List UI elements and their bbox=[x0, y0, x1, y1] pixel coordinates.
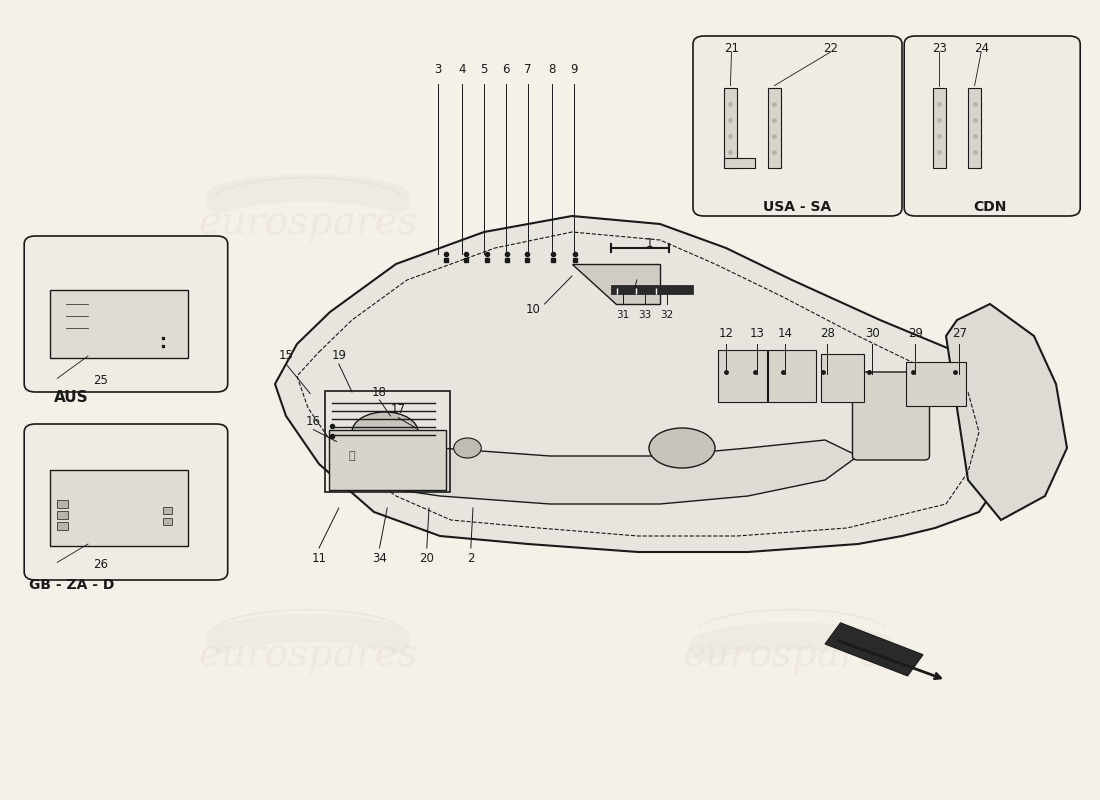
Text: CDN: CDN bbox=[974, 200, 1006, 214]
Bar bbox=[724, 158, 755, 168]
Bar bbox=[163, 518, 172, 525]
FancyBboxPatch shape bbox=[821, 354, 864, 402]
Text: 33: 33 bbox=[638, 310, 651, 319]
Text: 🐎: 🐎 bbox=[349, 451, 355, 461]
Text: 1: 1 bbox=[646, 237, 652, 250]
Text: 23: 23 bbox=[932, 42, 947, 54]
FancyBboxPatch shape bbox=[768, 350, 816, 402]
Text: 15: 15 bbox=[278, 350, 294, 362]
Text: 9: 9 bbox=[571, 63, 578, 76]
Text: 8: 8 bbox=[549, 63, 556, 76]
Bar bbox=[57, 500, 68, 508]
Text: 29: 29 bbox=[908, 327, 923, 340]
Text: 3: 3 bbox=[434, 63, 441, 76]
Text: 18: 18 bbox=[372, 386, 387, 398]
Polygon shape bbox=[275, 216, 1023, 552]
Text: 5: 5 bbox=[481, 63, 487, 76]
Text: 20: 20 bbox=[419, 552, 435, 565]
Bar bbox=[163, 507, 172, 514]
Text: 27: 27 bbox=[952, 327, 967, 340]
Text: 32: 32 bbox=[660, 310, 673, 319]
Text: 25: 25 bbox=[94, 374, 109, 386]
Bar bbox=[57, 511, 68, 519]
Bar bbox=[724, 88, 737, 168]
Text: 16: 16 bbox=[306, 415, 321, 428]
Text: USA - SA: USA - SA bbox=[763, 200, 832, 214]
Text: 10: 10 bbox=[526, 303, 541, 316]
Text: 24: 24 bbox=[974, 42, 989, 54]
Text: 13: 13 bbox=[749, 327, 764, 340]
Polygon shape bbox=[572, 264, 660, 304]
Polygon shape bbox=[946, 304, 1067, 520]
Bar bbox=[768, 88, 781, 168]
FancyBboxPatch shape bbox=[24, 236, 228, 392]
FancyBboxPatch shape bbox=[50, 290, 188, 358]
Text: 19: 19 bbox=[331, 350, 346, 362]
Text: 30: 30 bbox=[865, 327, 880, 340]
Ellipse shape bbox=[649, 428, 715, 468]
Text: eurospares: eurospares bbox=[198, 206, 418, 242]
FancyBboxPatch shape bbox=[24, 424, 228, 580]
Polygon shape bbox=[330, 440, 858, 504]
Ellipse shape bbox=[453, 438, 482, 458]
Text: 11: 11 bbox=[311, 552, 327, 565]
FancyBboxPatch shape bbox=[718, 350, 767, 402]
Bar bbox=[933, 88, 946, 168]
Text: GB - ZA - D: GB - ZA - D bbox=[29, 578, 114, 591]
Text: 21: 21 bbox=[724, 42, 739, 54]
FancyBboxPatch shape bbox=[50, 470, 188, 546]
FancyBboxPatch shape bbox=[904, 36, 1080, 216]
Text: 34: 34 bbox=[372, 552, 387, 565]
Bar bbox=[610, 285, 693, 294]
Text: 2: 2 bbox=[468, 552, 474, 565]
Text: 26: 26 bbox=[94, 558, 109, 570]
Text: 17: 17 bbox=[390, 403, 406, 416]
Text: eurospares: eurospares bbox=[198, 638, 418, 674]
Text: 22: 22 bbox=[823, 42, 838, 54]
Bar bbox=[825, 623, 923, 676]
FancyBboxPatch shape bbox=[329, 430, 446, 490]
Text: 28: 28 bbox=[820, 327, 835, 340]
Ellipse shape bbox=[352, 412, 418, 452]
Text: eurospares: eurospares bbox=[682, 422, 902, 458]
Text: 4: 4 bbox=[459, 63, 465, 76]
Text: 12: 12 bbox=[718, 327, 734, 340]
Bar bbox=[57, 522, 68, 530]
FancyBboxPatch shape bbox=[693, 36, 902, 216]
Text: AUS: AUS bbox=[54, 390, 89, 406]
Text: 31: 31 bbox=[616, 310, 629, 319]
FancyBboxPatch shape bbox=[906, 362, 966, 406]
Bar bbox=[968, 88, 981, 168]
Text: eurospares: eurospares bbox=[682, 638, 902, 674]
Text: 7: 7 bbox=[525, 63, 531, 76]
FancyBboxPatch shape bbox=[852, 372, 930, 460]
Text: 14: 14 bbox=[778, 327, 793, 340]
Text: 6: 6 bbox=[503, 63, 509, 76]
